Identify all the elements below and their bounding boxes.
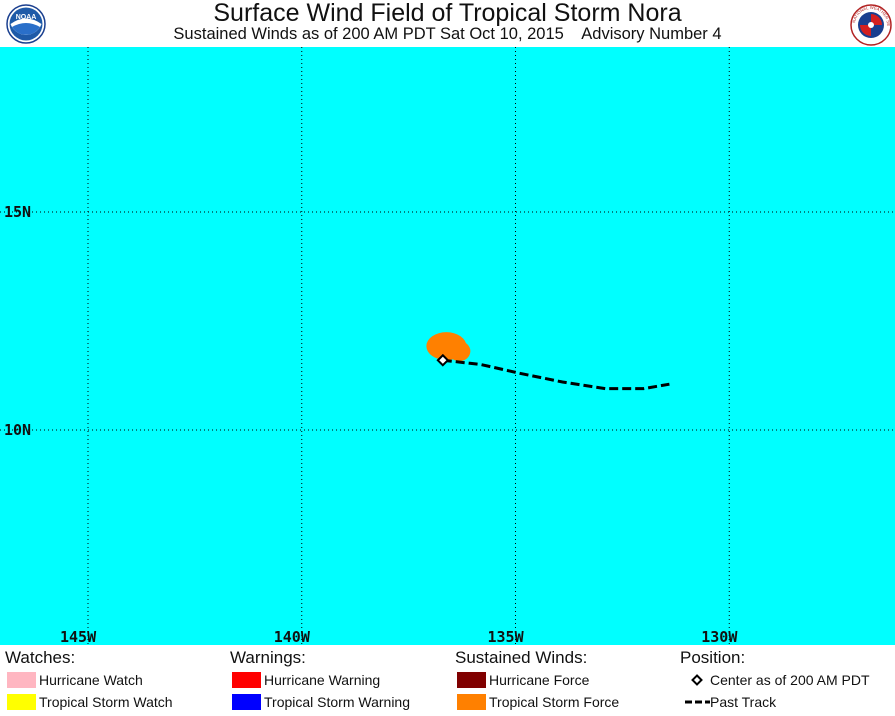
past-track-line-icon [685,700,710,704]
legend-position: Position: Center as of 200 AM PDT Past T… [680,647,870,713]
legend-label: Tropical Storm Watch [39,694,173,710]
legend-winds-heading: Sustained Winds: [455,648,588,667]
wind-field-map: 15N 10N 145W 140W 135W 130W [0,47,895,645]
legend-label: Center as of 200 AM PDT [710,672,870,688]
legend-label: Hurricane Warning [264,672,381,688]
hurricane-force-swatch [457,672,486,688]
legend-sustained-winds: Sustained Winds: Hurricane Force Tropica… [455,647,619,713]
svg-text:NOAA: NOAA [16,14,37,21]
legend-item-tropical-storm-force: Tropical Storm Force [455,691,619,713]
storm-center-diamond [436,353,450,367]
past-track [442,358,670,391]
legend-item-hurricane-force: Hurricane Force [455,669,590,691]
hurricane-warning-swatch [232,672,261,688]
coordinate-labels: 15N 10N 145W 140W 135W 130W [4,203,738,645]
lat-label: 15N [4,203,31,221]
map-subtitle: Sustained Winds as of 200 AM PDT Sat Oct… [173,25,722,43]
nws-logo: NATIONAL WEATHER SERVICE [848,0,892,51]
legend-label: Past Track [710,694,777,710]
legend-item-hurricane-warning: Hurricane Warning [230,669,380,691]
header: NOAA Surface Wind Field of Tropical Stor… [0,0,895,48]
legend-label: Tropical Storm Force [489,694,620,710]
tropical-storm-force-swatch [457,694,486,710]
legend-label: Hurricane Force [489,672,590,688]
lat-label: 10N [4,421,31,439]
legend-item-tropical-storm-warning: Tropical Storm Warning [230,691,410,713]
legend-item-past-track: Past Track [680,691,776,713]
lon-label: 140W [274,628,311,645]
legend-label: Tropical Storm Warning [264,694,411,710]
past-track-line [442,358,670,391]
legend-watches: Watches: Hurricane Watch Tropical Storm … [5,647,173,713]
legend-item-center: Center as of 200 AM PDT [680,669,870,691]
lon-label: 135W [488,628,525,645]
legend: Watches: Hurricane Watch Tropical Storm … [0,645,895,716]
noaa-logo: NOAA [6,4,46,49]
legend-item-hurricane-watch: Hurricane Watch [5,669,143,691]
wind-field [426,332,471,362]
legend-watches-heading: Watches: [5,648,76,667]
center-diamond-icon [691,674,703,686]
legend-warnings-heading: Warnings: [230,648,306,667]
tropical-storm-warning-swatch [232,694,261,710]
map-title: Surface Wind Field of Tropical Storm Nor… [213,0,682,27]
legend-warnings: Warnings: Hurricane Warning Tropical Sto… [230,647,410,713]
storm-center [436,353,450,367]
hurricane-watch-swatch [7,672,36,688]
legend-position-heading: Position: [680,648,746,667]
tropical-storm-watch-swatch [7,694,36,710]
legend-item-tropical-storm-watch: Tropical Storm Watch [5,691,173,713]
lon-label: 145W [60,628,97,645]
lon-label: 130W [701,628,738,645]
legend-label: Hurricane Watch [39,672,143,688]
map-panel: 15N 10N 145W 140W 135W 130W [0,47,895,645]
tropical-storm-force-area [448,341,471,362]
